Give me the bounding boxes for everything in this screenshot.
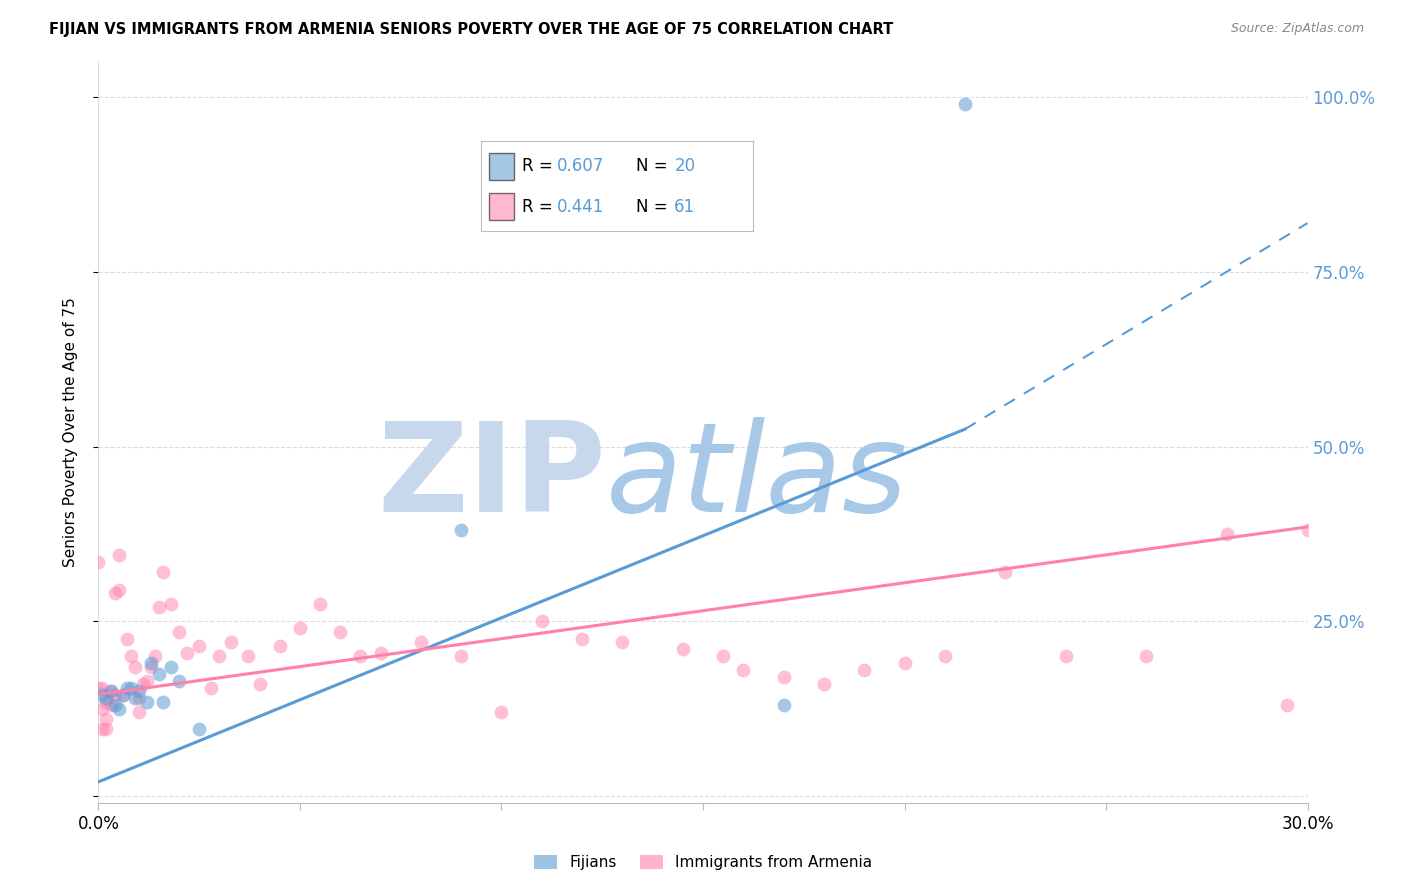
Point bbox=[893, 656, 915, 670]
Point bbox=[1216, 527, 1239, 541]
Point bbox=[491, 705, 513, 719]
Point bbox=[91, 688, 114, 702]
Point bbox=[103, 586, 125, 600]
Point bbox=[148, 600, 170, 615]
Point bbox=[107, 701, 129, 715]
Point bbox=[148, 666, 170, 681]
Point bbox=[349, 649, 371, 664]
Text: 20: 20 bbox=[675, 157, 696, 176]
Text: 0.441: 0.441 bbox=[557, 197, 605, 216]
Text: R =: R = bbox=[522, 157, 558, 176]
Point bbox=[370, 646, 392, 660]
Point bbox=[120, 681, 142, 695]
Point bbox=[269, 639, 291, 653]
Point bbox=[115, 681, 138, 695]
Text: 0.607: 0.607 bbox=[557, 157, 605, 176]
Point bbox=[188, 723, 211, 737]
Point bbox=[135, 673, 157, 688]
Point bbox=[1296, 524, 1319, 538]
Text: R =: R = bbox=[522, 197, 558, 216]
Point bbox=[100, 684, 122, 698]
Point bbox=[711, 649, 734, 664]
Point bbox=[124, 691, 146, 706]
Y-axis label: Seniors Poverty Over the Age of 75: Seniors Poverty Over the Age of 75 bbox=[63, 298, 77, 567]
Point bbox=[143, 649, 166, 664]
Point bbox=[208, 649, 231, 664]
Point bbox=[176, 646, 198, 660]
Point bbox=[1135, 649, 1157, 664]
Point bbox=[167, 624, 190, 639]
Point bbox=[107, 582, 129, 597]
Point bbox=[132, 677, 155, 691]
Point bbox=[91, 701, 114, 715]
Point bbox=[139, 656, 162, 670]
FancyBboxPatch shape bbox=[489, 153, 513, 180]
Point bbox=[309, 597, 332, 611]
Point bbox=[100, 698, 122, 712]
Point bbox=[188, 639, 211, 653]
Text: atlas: atlas bbox=[606, 417, 908, 538]
Point bbox=[934, 649, 956, 664]
Point bbox=[115, 632, 138, 646]
Point bbox=[111, 688, 134, 702]
Point bbox=[96, 723, 118, 737]
Point bbox=[128, 684, 150, 698]
Point bbox=[152, 694, 174, 708]
FancyBboxPatch shape bbox=[489, 194, 513, 220]
Point bbox=[160, 659, 183, 673]
Point bbox=[120, 649, 142, 664]
Point bbox=[107, 548, 129, 562]
Point bbox=[100, 684, 122, 698]
Point bbox=[167, 673, 190, 688]
Point bbox=[124, 659, 146, 673]
Point bbox=[91, 723, 114, 737]
Point bbox=[139, 659, 162, 673]
Point bbox=[530, 614, 553, 628]
Point bbox=[135, 694, 157, 708]
Point bbox=[236, 649, 259, 664]
Point bbox=[221, 635, 243, 649]
Point bbox=[329, 624, 352, 639]
Text: 61: 61 bbox=[675, 197, 696, 216]
Text: N =: N = bbox=[636, 197, 673, 216]
Point bbox=[409, 635, 432, 649]
Point bbox=[249, 677, 271, 691]
Legend: Fijians, Immigrants from Armenia: Fijians, Immigrants from Armenia bbox=[529, 849, 877, 877]
Point bbox=[853, 663, 876, 677]
Point bbox=[450, 524, 472, 538]
Point bbox=[450, 649, 472, 664]
Point bbox=[103, 688, 125, 702]
Point bbox=[87, 555, 110, 569]
Point bbox=[160, 597, 183, 611]
Point bbox=[128, 705, 150, 719]
Point bbox=[612, 635, 634, 649]
Point bbox=[96, 691, 118, 706]
Point bbox=[953, 97, 976, 112]
Point bbox=[87, 681, 110, 695]
Point bbox=[288, 621, 311, 635]
Point bbox=[91, 681, 114, 695]
Text: N =: N = bbox=[636, 157, 673, 176]
Point bbox=[128, 691, 150, 706]
Point bbox=[200, 681, 222, 695]
Point bbox=[772, 698, 794, 712]
Point bbox=[96, 694, 118, 708]
Text: ZIP: ZIP bbox=[378, 417, 606, 538]
Point bbox=[813, 677, 835, 691]
Point bbox=[994, 566, 1017, 580]
Point bbox=[1277, 698, 1299, 712]
Point bbox=[571, 632, 593, 646]
Point bbox=[96, 712, 118, 726]
Point bbox=[672, 642, 695, 657]
Point bbox=[733, 663, 755, 677]
Point bbox=[152, 566, 174, 580]
Text: Source: ZipAtlas.com: Source: ZipAtlas.com bbox=[1230, 22, 1364, 36]
Point bbox=[1054, 649, 1077, 664]
Point bbox=[111, 688, 134, 702]
Text: FIJIAN VS IMMIGRANTS FROM ARMENIA SENIORS POVERTY OVER THE AGE OF 75 CORRELATION: FIJIAN VS IMMIGRANTS FROM ARMENIA SENIOR… bbox=[49, 22, 893, 37]
Point bbox=[772, 670, 794, 684]
Point bbox=[103, 698, 125, 712]
